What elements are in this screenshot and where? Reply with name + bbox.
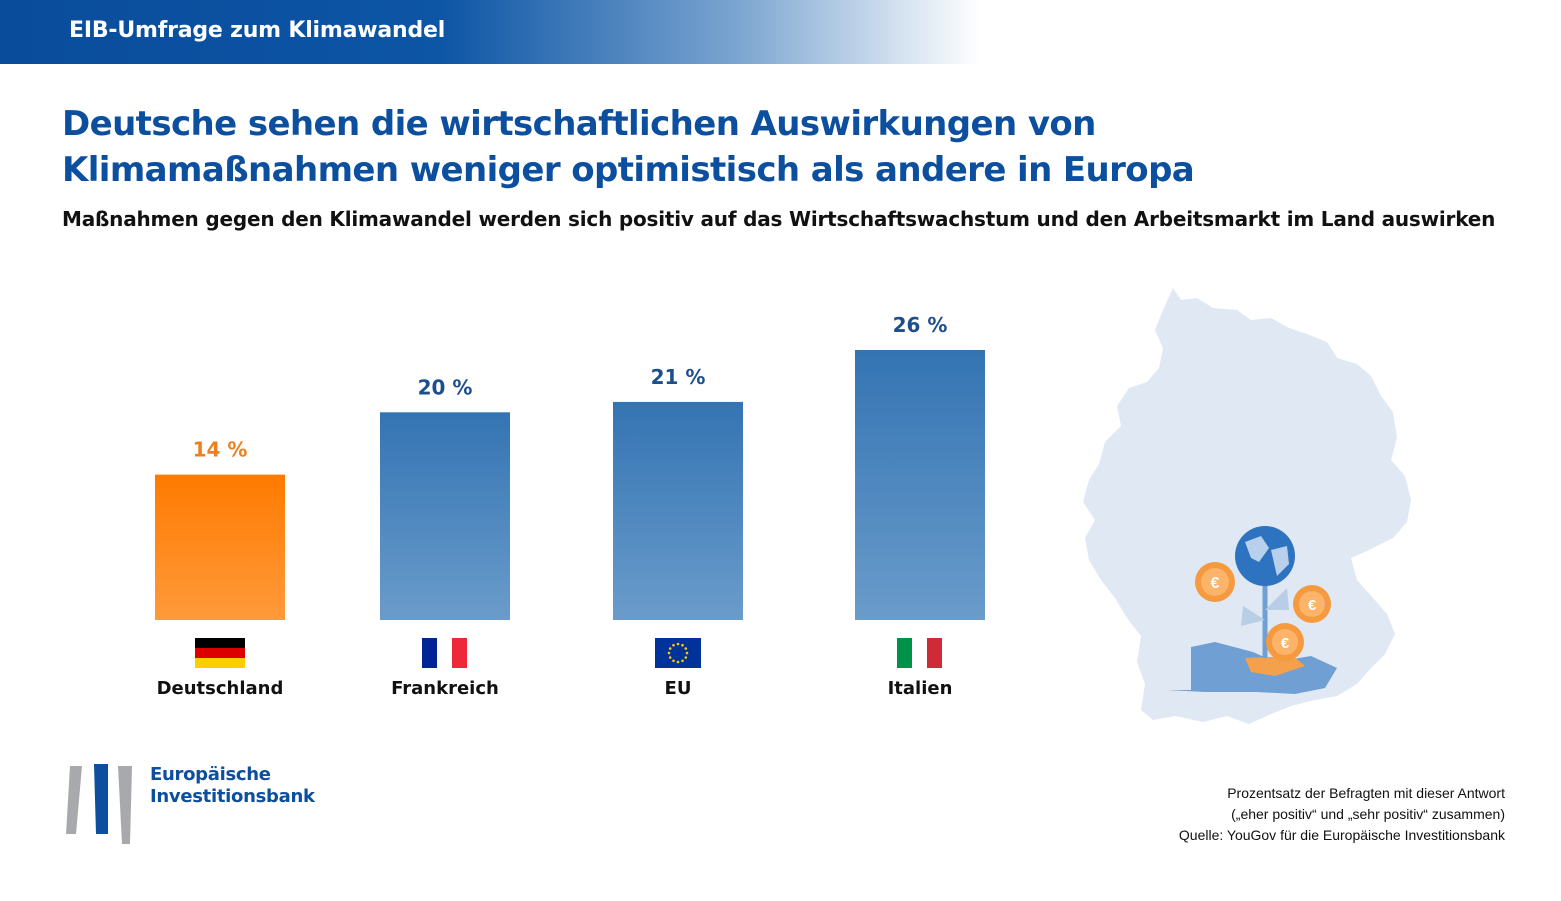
- note-line-3: Quelle: YouGov für die Europäische Inves…: [1178, 827, 1505, 843]
- flag-italy-icon: [897, 638, 942, 668]
- category-label-frankreich: Frankreich: [391, 678, 499, 699]
- category-label-italien: Italien: [888, 678, 953, 699]
- eib-logo-text: Europäische Investitionsbank: [150, 764, 315, 808]
- logo-line-2: Investitionsbank: [150, 786, 315, 807]
- flag-eu-icon: [655, 638, 701, 668]
- banner-title: EIB-Umfrage zum Klimawandel: [69, 18, 446, 43]
- page-title: Deutsche sehen die wirtschaftlichen Ausw…: [62, 101, 1262, 193]
- header-banner: EIB-Umfrage zum Klimawandel: [0, 0, 980, 64]
- euro-coin-icon: €: [1266, 623, 1304, 661]
- svg-text:€: €: [1308, 597, 1317, 614]
- bar-italien: [855, 350, 985, 620]
- germany-map-illustration: € € €: [1083, 288, 1411, 724]
- eib-logo-mark: [66, 764, 132, 844]
- source-notes: Prozentsatz der Befragten mit dieser Ant…: [1179, 783, 1505, 846]
- category-label-deutschland: Deutschland: [157, 678, 284, 699]
- flag-france-icon: [422, 638, 467, 668]
- value-label-frankreich: 20 %: [418, 375, 473, 399]
- title-line-1: Deutsche sehen die wirtschaftlichen Ausw…: [62, 104, 1096, 144]
- note-line-2: („eher positiv“ und „sehr positiv“ zusam…: [1231, 806, 1505, 822]
- value-label-italien: 26 %: [893, 313, 948, 337]
- value-label-eu: 21 %: [651, 365, 706, 389]
- euro-coin-icon: €: [1195, 562, 1235, 602]
- page-subtitle: Maßnahmen gegen den Klimawandel werden s…: [62, 207, 1496, 231]
- svg-text:€: €: [1211, 575, 1220, 592]
- flag-germany-icon: [195, 638, 245, 668]
- value-label-deutschland: 14 %: [193, 438, 248, 462]
- globe-plant-hand-icon: € € €: [1165, 526, 1337, 694]
- bar-deutschland: [155, 474, 285, 620]
- bar-frankreich: [380, 412, 510, 620]
- note-line-1: Prozentsatz der Befragten mit dieser Ant…: [1227, 785, 1505, 801]
- bar-eu: [613, 401, 743, 620]
- germany-map-icon: [1083, 288, 1411, 724]
- bar-chart: 14 % Deutschland 20 % Frankreich 21 % EU 26 % I…: [155, 313, 985, 699]
- category-label-eu: EU: [665, 678, 692, 699]
- title-line-2: Klimamaßnahmen weniger optimistisch als …: [62, 150, 1195, 190]
- svg-text:€: €: [1281, 635, 1290, 652]
- logo-line-1: Europäische: [150, 764, 271, 785]
- euro-coin-icon: €: [1293, 585, 1331, 623]
